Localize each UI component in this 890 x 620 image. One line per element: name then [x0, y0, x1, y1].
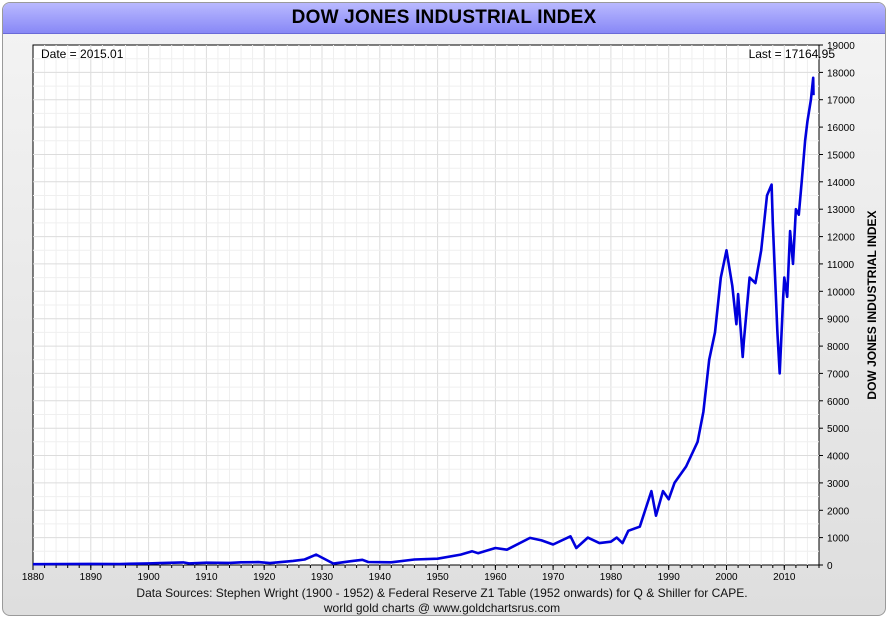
y-tick-label: 1000	[827, 534, 850, 545]
y-tick-label: 11000	[827, 260, 855, 271]
y-tick-label: 4000	[827, 452, 850, 463]
date-label: Date = 2015.01	[41, 47, 124, 61]
y-tick-label: 16000	[827, 123, 855, 134]
x-axis: 1880 1890 1900 1910 1920 1930 1940 1950 1960 1970…	[22, 565, 820, 583]
y-tick-label: 15000	[827, 151, 855, 162]
y-tick-label: 7000	[827, 369, 850, 380]
y-axis-label: DOW JONES INDUSTRIAL INDEX	[865, 210, 879, 399]
y-axis: 0 1000 2000 3000 4000 5000 6000 7000 8000 9000 100…	[819, 41, 855, 572]
x-tick-label: 1880	[22, 572, 45, 583]
x-tick-label: 1970	[542, 572, 565, 583]
x-tick-label: 1980	[600, 572, 623, 583]
y-tick-label: 19000	[827, 41, 855, 52]
x-tick-label: 1910	[195, 572, 218, 583]
credit-link[interactable]: world gold charts @ www.goldchartsrus.co…	[323, 601, 561, 615]
x-tick-label: 1900	[137, 572, 160, 583]
y-tick-label: 13000	[827, 205, 855, 216]
last-value-label: Last = 17164.95	[749, 47, 836, 61]
x-tick-label: 1950	[426, 572, 449, 583]
x-tick-label: 1890	[80, 572, 103, 583]
x-tick-label: 1940	[369, 572, 392, 583]
y-tick-label: 17000	[827, 96, 855, 107]
data-sources-note: Data Sources: Stephen Wright (1900 - 195…	[136, 586, 748, 600]
y-tick-label: 5000	[827, 424, 850, 435]
y-tick-label: 6000	[827, 397, 850, 408]
y-tick-label: 12000	[827, 233, 855, 244]
x-tick-label: 2000	[715, 572, 738, 583]
x-tick-label: 1930	[311, 572, 334, 583]
x-tick-label: 1920	[253, 572, 276, 583]
series-line	[32, 76, 815, 566]
y-tick-label: 18000	[827, 68, 855, 79]
y-tick-label: 3000	[827, 479, 850, 490]
x-tick-label: 1960	[484, 572, 507, 583]
y-tick-label: 9000	[827, 315, 850, 326]
y-tick-label: 8000	[827, 342, 850, 353]
y-tick-label: 2000	[827, 506, 850, 517]
title-bar: DOW JONES INDUSTRIAL INDEX	[3, 3, 885, 34]
grid-lines	[33, 45, 819, 565]
y-tick-label: 14000	[827, 178, 855, 189]
chart-title: DOW JONES INDUSTRIAL INDEX	[291, 7, 597, 28]
y-tick-label: 10000	[827, 287, 855, 298]
x-tick-label: 2010	[773, 572, 796, 583]
y-tick-label: 0	[827, 561, 833, 572]
x-tick-label: 1990	[658, 572, 681, 583]
